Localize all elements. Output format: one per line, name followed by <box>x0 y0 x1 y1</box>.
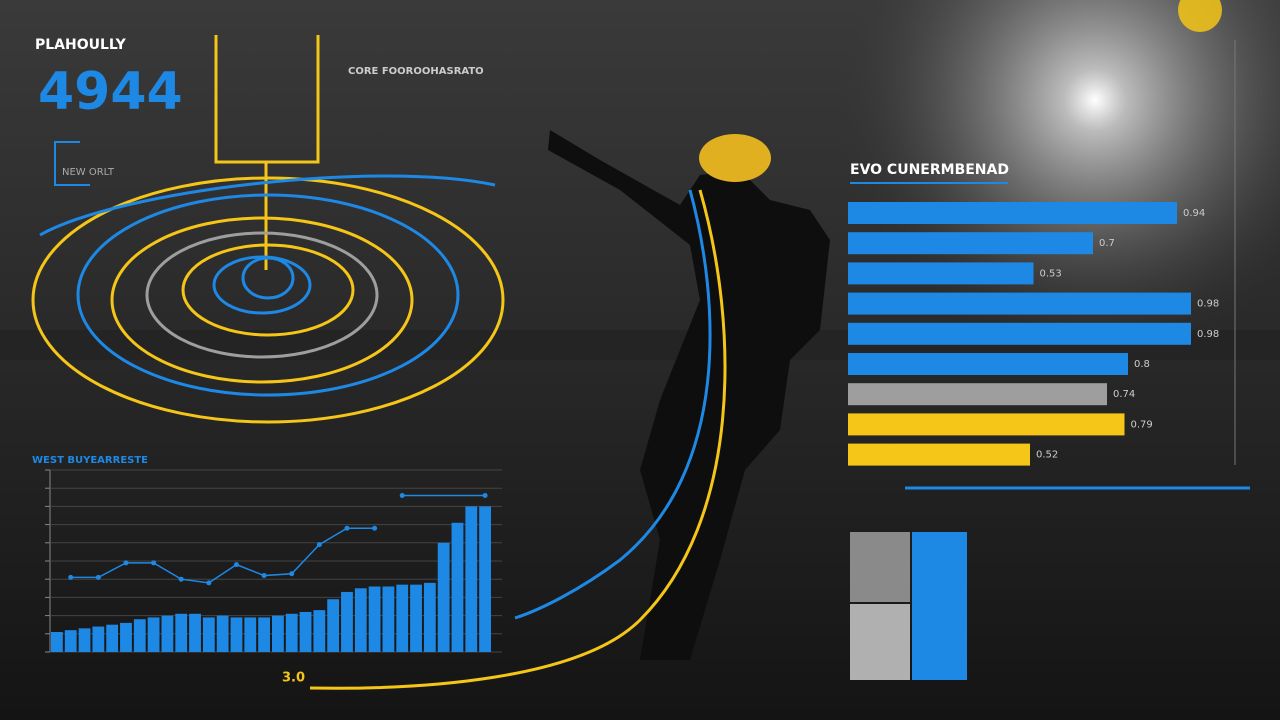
bar <box>230 617 243 652</box>
bar <box>189 613 201 652</box>
bar <box>848 232 1093 255</box>
bar <box>848 413 1125 436</box>
bar <box>396 584 409 652</box>
bar <box>258 617 270 652</box>
line <box>70 494 486 584</box>
bar <box>341 591 353 652</box>
bar <box>479 506 491 652</box>
helmet <box>699 134 771 182</box>
bar-value-label: 0.8 <box>1134 359 1150 370</box>
bar <box>354 588 367 652</box>
radar-rings <box>31 174 505 424</box>
bar <box>382 586 395 652</box>
bar <box>202 617 215 652</box>
bar <box>327 599 340 652</box>
bar <box>368 586 381 652</box>
ring <box>145 231 379 359</box>
bar <box>848 292 1191 315</box>
bar <box>51 631 63 652</box>
player-silhouette <box>548 130 830 660</box>
bar <box>92 626 105 652</box>
bar <box>299 611 312 652</box>
bracket <box>54 141 90 186</box>
ring <box>241 256 295 300</box>
ring <box>110 216 414 384</box>
bar <box>285 613 298 652</box>
table-cell <box>850 532 910 602</box>
bar <box>423 582 436 652</box>
bar <box>216 615 229 652</box>
bar <box>848 202 1177 224</box>
bar <box>437 542 450 652</box>
trajectory-blue <box>514 189 712 620</box>
bar <box>848 262 1034 285</box>
bar <box>78 628 91 652</box>
bar <box>465 506 478 652</box>
bar-value-label: 0.79 <box>1131 419 1153 430</box>
bar <box>313 610 326 652</box>
bar-value-label: 0.52 <box>1036 450 1058 461</box>
bar <box>848 443 1030 466</box>
bar-value-label: 0.7 <box>1099 238 1115 249</box>
table-cell <box>850 604 910 680</box>
footer-label: 3.0 <box>282 671 305 686</box>
bar-value-label: 0.94 <box>1183 208 1205 219</box>
table-cell <box>912 532 967 680</box>
bar <box>272 615 284 652</box>
bar <box>106 624 119 652</box>
ring-arc <box>39 174 496 237</box>
bar-value-label: 0.98 <box>1197 329 1219 340</box>
info-title: CORE FOOROOHASRATO <box>348 66 484 77</box>
panel-title: EVO CUNERMBENAD <box>850 162 1009 178</box>
bar <box>848 383 1107 406</box>
bar <box>451 522 464 652</box>
header-label: PLAHOULLY <box>35 37 127 53</box>
bar <box>244 617 257 652</box>
chart-title: WEST BUYEARRESTE <box>32 455 148 466</box>
ring <box>212 255 312 315</box>
bar-value-label: 0.98 <box>1197 299 1219 310</box>
bar <box>848 322 1191 345</box>
bar <box>161 615 174 652</box>
bar <box>120 622 132 652</box>
bar-value-label: 0.53 <box>1040 268 1062 279</box>
bar <box>175 613 188 652</box>
sub-label: NEW ORLT <box>62 167 115 178</box>
big-number: 4944 <box>38 62 183 122</box>
bar <box>133 619 146 652</box>
bar-value-label: 0.74 <box>1113 389 1135 400</box>
light-orb <box>1178 0 1222 32</box>
goalpost <box>214 35 320 270</box>
ring <box>31 176 505 424</box>
bar <box>147 617 160 652</box>
bar <box>64 630 77 652</box>
ring <box>76 193 460 397</box>
trajectory-yellow <box>309 189 727 690</box>
bar <box>848 353 1128 375</box>
ring <box>181 243 355 337</box>
bar <box>410 584 422 652</box>
